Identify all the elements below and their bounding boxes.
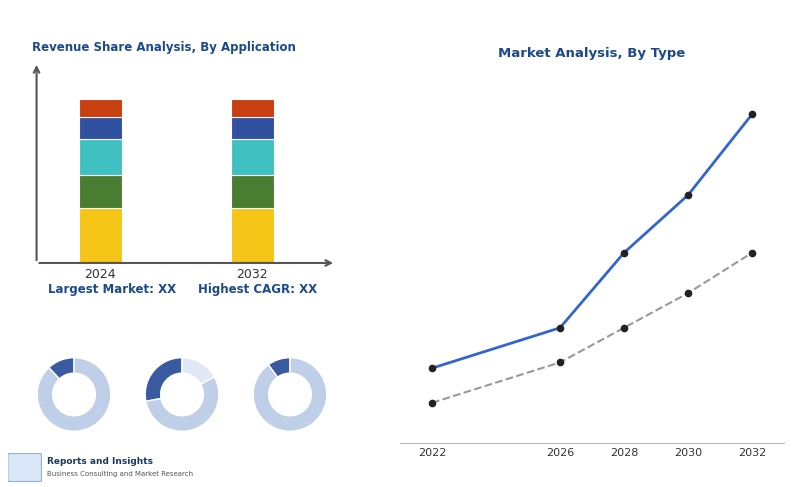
Bar (231, 175, 274, 208)
Wedge shape (49, 357, 74, 379)
Bar (231, 139, 274, 175)
Wedge shape (146, 377, 218, 431)
Bar (79, 98, 122, 117)
Text: GLOBAL AMMONIUM THIOSULFATE MARKET SEGMENT ANALYSIS: GLOBAL AMMONIUM THIOSULFATE MARKET SEGME… (16, 18, 562, 33)
Wedge shape (254, 357, 326, 431)
Text: Largest Market: XX: Largest Market: XX (48, 283, 176, 296)
Bar (231, 117, 274, 139)
Bar (231, 98, 274, 117)
Wedge shape (268, 357, 290, 377)
Wedge shape (182, 357, 214, 384)
Bar (79, 117, 122, 139)
Wedge shape (38, 357, 110, 431)
Wedge shape (146, 357, 182, 401)
Text: Business Consulting and Market Research: Business Consulting and Market Research (46, 471, 193, 477)
Title: Market Analysis, By Type: Market Analysis, By Type (498, 47, 686, 60)
FancyBboxPatch shape (8, 453, 42, 482)
Bar (79, 139, 122, 175)
Text: Highest CAGR: XX: Highest CAGR: XX (198, 283, 318, 296)
Bar (79, 175, 122, 208)
Text: Revenue Share Analysis, By Application: Revenue Share Analysis, By Application (32, 41, 296, 55)
Bar (231, 208, 274, 263)
Text: Reports and Insights: Reports and Insights (46, 457, 153, 466)
Bar (79, 208, 122, 263)
